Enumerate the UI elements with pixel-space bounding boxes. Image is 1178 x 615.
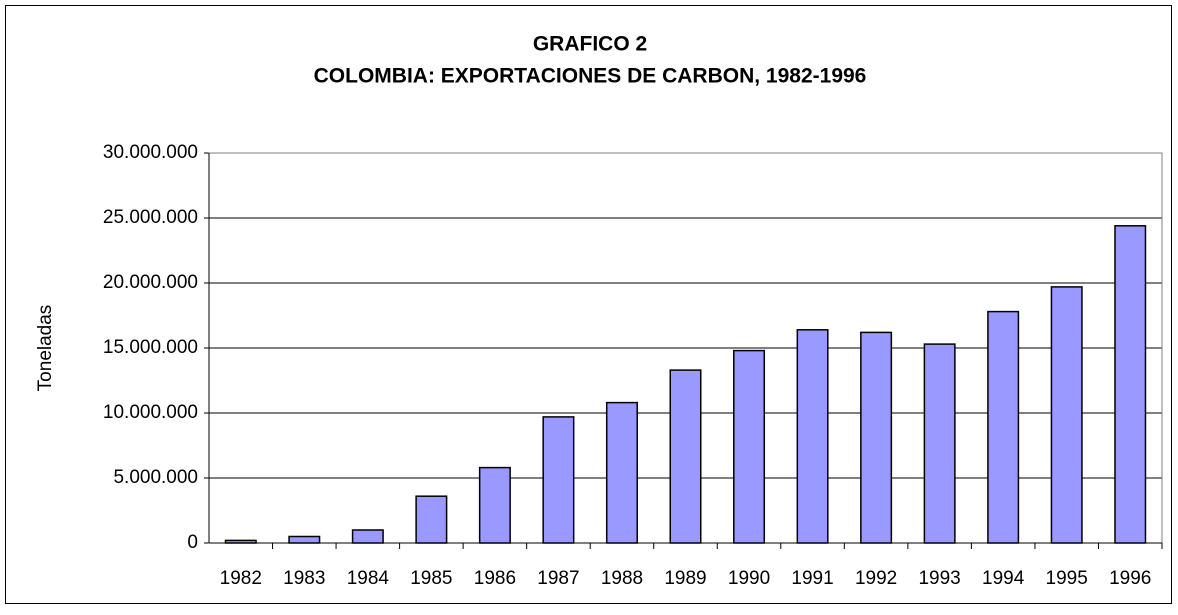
bar (224, 539, 257, 544)
bar (923, 343, 956, 544)
y-tick-label: 20.000.000 (103, 272, 198, 293)
x-tick-label: 1995 (1046, 568, 1088, 589)
y-tick-label: 5.000.000 (113, 467, 198, 488)
x-tick-label: 1991 (791, 568, 833, 589)
y-tick-label: 25.000.000 (103, 207, 198, 228)
x-tick-label: 1982 (220, 568, 262, 589)
y-tick-label: 30.000.000 (103, 142, 198, 163)
chart-title: GRAFICO 2 (533, 33, 647, 56)
bar (478, 466, 511, 544)
bar (733, 349, 766, 544)
chart-border (5, 5, 1172, 604)
bar (351, 529, 384, 544)
bar (1114, 225, 1147, 544)
x-tick-label: 1984 (347, 568, 390, 589)
x-tick-label: 1996 (1109, 568, 1151, 589)
y-tick-label: 15.000.000 (103, 337, 198, 358)
x-tick-label: 1989 (664, 568, 706, 589)
y-tick-label: 0 (187, 532, 198, 553)
x-tick-label: 1983 (283, 568, 325, 589)
y-tick-label: 10.000.000 (103, 402, 198, 423)
bar (669, 369, 702, 544)
bar (542, 416, 575, 544)
x-tick-label: 1994 (982, 568, 1025, 589)
x-tick-label: 1993 (918, 568, 960, 589)
bar (860, 331, 893, 544)
y-axis-label: Toneladas (35, 305, 56, 392)
bar (288, 535, 321, 544)
bar (415, 495, 448, 544)
bar (605, 401, 638, 544)
x-tick-label: 1987 (537, 568, 579, 589)
bar (987, 310, 1020, 544)
bar (796, 329, 829, 544)
x-tick-label: 1990 (728, 568, 770, 589)
x-tick-label: 1988 (601, 568, 643, 589)
x-tick-label: 1986 (474, 568, 516, 589)
bar (1050, 286, 1083, 544)
x-tick-label: 1985 (410, 568, 452, 589)
x-tick-label: 1992 (855, 568, 897, 589)
chart-subtitle: COLOMBIA: EXPORTACIONES DE CARBON, 1982-… (314, 65, 867, 88)
